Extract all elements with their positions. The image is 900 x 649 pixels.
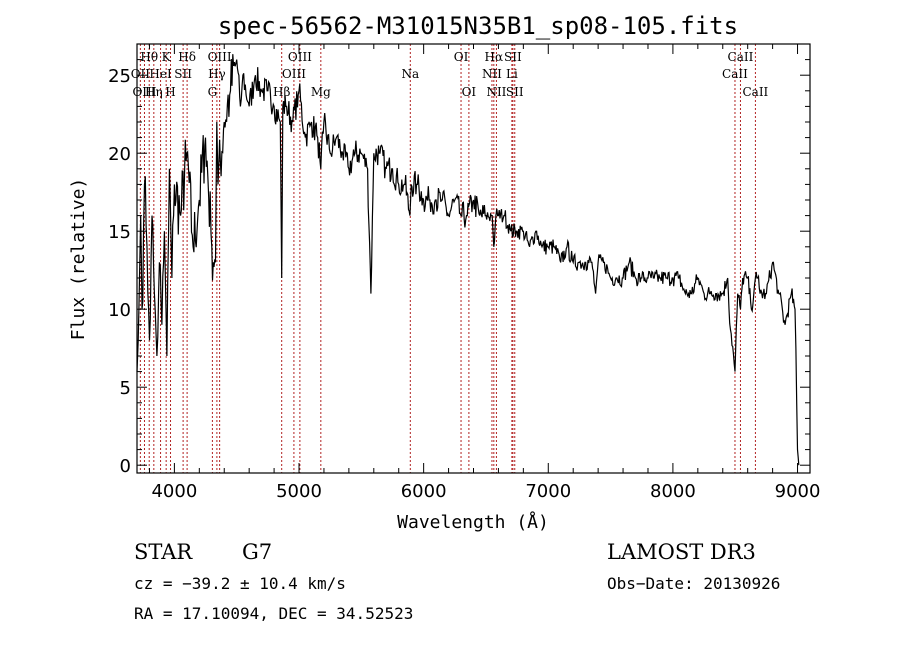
line-label: SII xyxy=(504,50,522,64)
line-label: NII xyxy=(482,67,502,81)
line-label: Hη xyxy=(145,85,163,99)
y-tick-label: 25 xyxy=(108,66,131,87)
emission-line-labels: Hθ OII OIII K HeI Hη SII H Hδ OIII Hγ G OIII OIII Hβ Mg… xyxy=(131,50,769,99)
line-label: H xyxy=(165,85,175,99)
line-label: OI xyxy=(454,50,469,64)
y-tick-label: 5 xyxy=(120,378,131,399)
line-label: Hγ xyxy=(208,67,226,81)
line-label: CaII xyxy=(728,50,754,64)
line-label: CaII xyxy=(722,67,748,81)
y-tick-label: 10 xyxy=(108,300,131,321)
y-axis-ticks: 0 5 10 15 20 25 xyxy=(108,59,810,477)
chart-title: spec-56562-M31015N35B1_sp08-105.fits xyxy=(218,12,738,40)
x-axis-ticks: 4000 5000 6000 7000 8000 9000 xyxy=(148,44,821,502)
observation-date: Obs−Date: 20130926 xyxy=(607,574,780,593)
line-label: OIII xyxy=(288,50,312,64)
spectrum-line xyxy=(136,54,800,466)
line-label: Li xyxy=(506,67,518,81)
y-tick-label: 20 xyxy=(108,144,131,165)
y-tick-label: 0 xyxy=(120,456,131,477)
line-label: OIII xyxy=(132,85,156,99)
redshift-cz: cz = −39.2 ± 10.4 km/s xyxy=(134,574,346,593)
line-label: Hθ xyxy=(140,50,158,64)
x-tick-label: 9000 xyxy=(775,481,821,502)
x-tick-label: 5000 xyxy=(276,481,322,502)
x-tick-label: 7000 xyxy=(525,481,571,502)
survey-name: LAMOST DR3 xyxy=(607,540,756,564)
x-tick-label: 8000 xyxy=(650,481,696,502)
object-subclass: G7 xyxy=(242,540,272,564)
line-label: OIII xyxy=(282,67,306,81)
x-axis-label: Wavelength (Å) xyxy=(397,511,549,533)
line-label: SII xyxy=(506,85,524,99)
x-tick-label: 6000 xyxy=(401,481,447,502)
plot-frame xyxy=(136,43,811,474)
line-label: Hα xyxy=(485,50,504,64)
line-label: HeI xyxy=(149,67,172,81)
line-label: OIII xyxy=(208,50,232,64)
line-label: NII xyxy=(486,85,506,99)
line-label: G xyxy=(208,85,218,99)
line-label: Mg xyxy=(311,85,331,99)
line-label: OI xyxy=(462,85,477,99)
y-axis-label: Flux (relative) xyxy=(68,178,89,341)
line-label: K xyxy=(162,50,172,64)
coordinates: RA = 17.10094, DEC = 34.52523 xyxy=(134,604,413,623)
line-label: Hδ xyxy=(178,50,196,64)
line-label: Hβ xyxy=(273,85,290,99)
y-tick-label: 15 xyxy=(108,222,131,243)
emission-line-markers xyxy=(139,44,756,473)
line-label: SII xyxy=(174,67,192,81)
x-tick-label: 4000 xyxy=(151,481,197,502)
object-class: STAR xyxy=(134,540,193,564)
line-label: OII xyxy=(131,67,151,81)
line-label: CaII xyxy=(742,85,768,99)
line-label: Na xyxy=(401,67,419,81)
